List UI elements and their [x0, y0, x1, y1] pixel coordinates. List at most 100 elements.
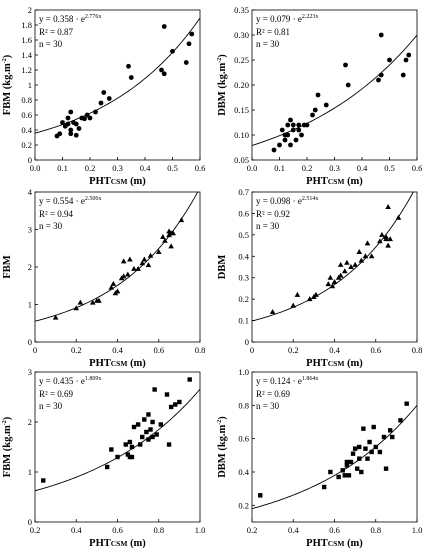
data-point: [186, 41, 192, 47]
y-tick-label: 0.4: [21, 125, 32, 135]
data-point: [129, 454, 135, 460]
data-point: [161, 24, 167, 29]
x-axis-label-unit: (m): [344, 358, 363, 369]
data-point: [166, 442, 172, 447]
data-point: [158, 422, 164, 427]
data-point: [269, 309, 276, 314]
data-point: [368, 253, 375, 259]
data-point: [173, 402, 178, 407]
sample-size: n = 30: [256, 221, 280, 231]
data-point: [377, 238, 383, 244]
y-tick-label: 0.30: [234, 30, 249, 40]
x-tick-label: 0.2: [247, 525, 258, 535]
r-squared: R² = 0.81: [256, 27, 290, 37]
y-tick-label: 1: [28, 80, 32, 90]
fit-equation: y = 0.435 · e1.809x: [39, 376, 101, 386]
y-tick-label: 0.4: [238, 251, 249, 261]
x-axis-label-subscript: CSM: [328, 177, 345, 186]
data-point: [331, 279, 338, 284]
y-tick-label: 0.7: [238, 187, 249, 197]
data-point: [170, 48, 175, 54]
y-tick-label: 2: [28, 262, 32, 272]
data-point: [377, 449, 383, 455]
fit-equation-base: y = 0.124 · e: [256, 376, 302, 386]
data-point: [57, 131, 63, 137]
data-point: [344, 459, 350, 465]
y-axis-label: DBM (kg.m-2): [217, 54, 228, 116]
x-tick-label: 0.6: [153, 345, 164, 355]
y-axis-label: DBM: [217, 255, 228, 280]
x-tick-label: 0.6: [195, 163, 206, 173]
data-point: [390, 434, 395, 440]
chart-panel-3: 0 0.2 0.4 0.6 0.8 0 1 2 3 4 PHTCSM (m) FBM y = 0.554…: [2, 187, 205, 369]
data-point: [293, 137, 299, 143]
x-axis-label-subscript: CSM: [111, 359, 128, 368]
data-point: [68, 109, 74, 115]
data-point: [296, 127, 302, 133]
data-point: [68, 131, 74, 137]
data-point: [290, 127, 296, 133]
y-tick-label: 1.0: [238, 367, 249, 377]
data-point: [104, 464, 110, 470]
data-point: [369, 449, 374, 455]
fit-equation-exponent: 2.776x: [85, 14, 102, 20]
data-point: [146, 412, 151, 417]
data-point: [114, 288, 121, 294]
data-point: [127, 439, 133, 445]
y-axis-label-superscript: -2: [217, 420, 223, 425]
x-tick-label: 0.6: [370, 345, 381, 355]
data-point: [150, 434, 155, 440]
x-axis-label-main: PHT: [89, 358, 111, 369]
y-axis-label-main: FBM: [2, 255, 13, 278]
data-point: [321, 484, 327, 490]
y-tick-label: 0.15: [234, 105, 249, 115]
data-point: [177, 399, 182, 405]
x-tick-label: 0.4: [112, 345, 123, 355]
data-point: [395, 214, 402, 220]
y-tick-label: 0.25: [234, 55, 249, 65]
sample-size: n = 30: [39, 221, 63, 231]
data-point: [73, 121, 79, 127]
y-tick-label: 0: [28, 337, 32, 347]
x-tick-label: 0.4: [71, 525, 82, 535]
data-point: [343, 62, 348, 68]
data-point: [381, 434, 387, 440]
x-tick-label: 0.4: [329, 345, 340, 355]
x-axis-label-subscript: CSM: [111, 177, 128, 186]
data-point: [348, 264, 354, 269]
data-point: [147, 252, 154, 258]
fit-curve: [252, 192, 414, 322]
data-point: [120, 273, 127, 279]
data-point: [327, 274, 334, 280]
y-tick-label: 0.8: [238, 400, 249, 410]
x-axis-label-unit: (m): [127, 538, 146, 549]
chart-panel-2: 0.0 0.1 0.2 0.3 0.4 0.5 0.6 0.05 0.10 0.15 0.20 0.2…: [217, 5, 422, 187]
y-tick-label: 0: [28, 155, 32, 165]
data-point: [328, 469, 333, 475]
data-point: [379, 231, 385, 237]
y-tick-label: 0.2: [238, 294, 249, 304]
data-point: [106, 96, 112, 101]
data-point: [367, 439, 372, 445]
y-tick-label: 1.4: [21, 50, 32, 60]
data-point: [115, 454, 120, 460]
data-point: [125, 452, 131, 457]
data-point: [258, 493, 263, 498]
y-tick-label: 0.2: [21, 140, 32, 150]
data-point: [155, 249, 162, 254]
x-tick-label: 0.8: [153, 525, 164, 535]
data-point: [73, 305, 80, 311]
data-point: [159, 67, 164, 73]
y-axis-label-main: FBM (kg.m: [2, 425, 13, 477]
y-tick-label: 3: [28, 367, 32, 377]
data-point: [77, 299, 84, 305]
data-point: [52, 314, 59, 320]
data-point: [406, 52, 412, 58]
data-point: [73, 132, 79, 138]
x-tick-label: 0: [33, 345, 37, 355]
data-point: [404, 401, 409, 406]
data-point: [344, 463, 350, 468]
y-axis-label-close: ): [2, 416, 13, 420]
y-tick-label: 0.5: [238, 230, 249, 240]
data-point: [363, 446, 368, 451]
